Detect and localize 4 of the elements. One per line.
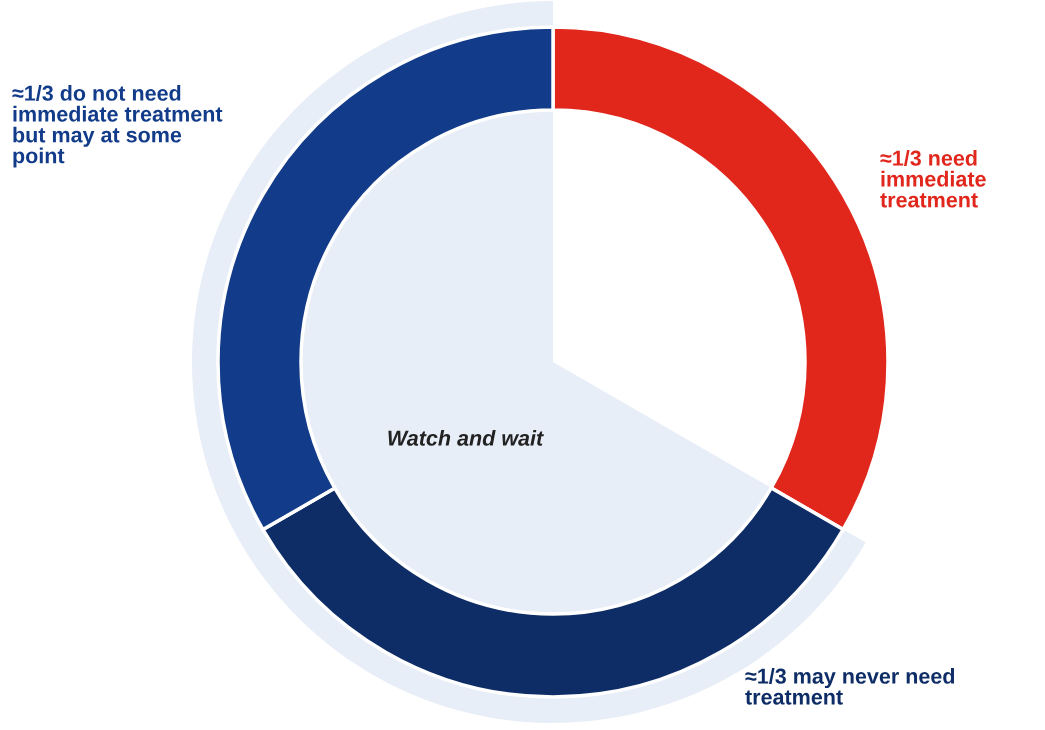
slice-label: ≈1/3 do not need immediate treatment but may at some point (12, 85, 223, 168)
slice-label: ≈1/3 need immediate treatment (880, 150, 986, 208)
text: Watch and wait (388, 429, 544, 446)
slice-label: ≈1/3 may never need treatment (745, 668, 955, 705)
